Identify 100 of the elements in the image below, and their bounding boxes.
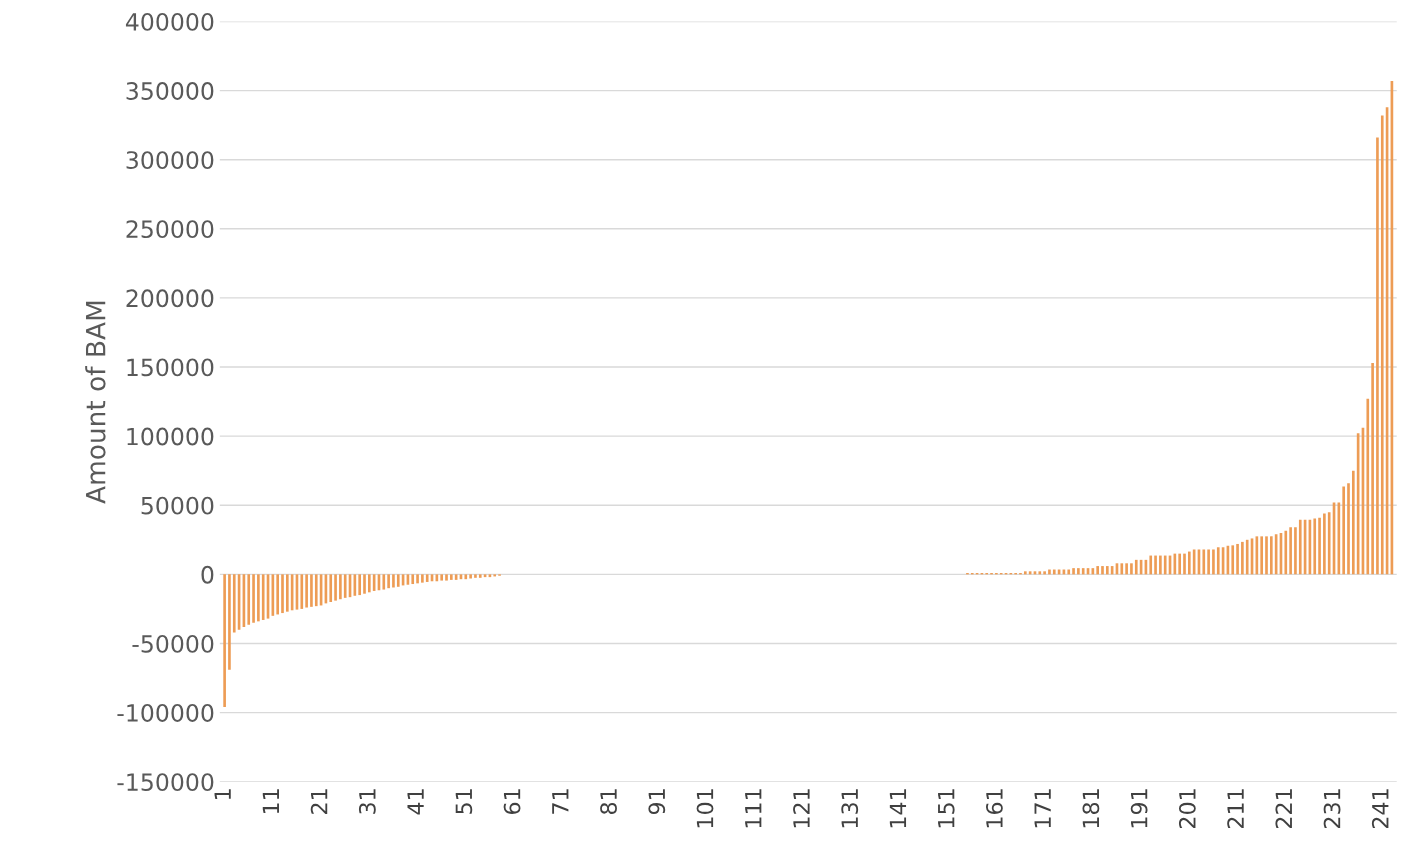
- bar: [247, 574, 251, 625]
- bar: [1241, 541, 1244, 575]
- bar: [1202, 549, 1206, 575]
- bar: [1072, 568, 1075, 575]
- bar: [1269, 536, 1273, 575]
- x-tick-label: 151: [938, 789, 955, 828]
- bar: [314, 574, 318, 607]
- x-tick-label: 101: [696, 789, 714, 828]
- x-tick-label: 111: [745, 789, 762, 828]
- x-tick-label: 231: [1323, 789, 1341, 829]
- y-tick-label: 0: [201, 565, 214, 584]
- bar: [1067, 569, 1071, 575]
- x-tick-label: 141: [889, 789, 907, 828]
- y-tick-label: 250000: [126, 220, 214, 239]
- y-tick-label: 150000: [127, 358, 214, 377]
- bar: [1376, 137, 1379, 575]
- x-tick-label: 91: [648, 789, 666, 815]
- bar: [474, 574, 477, 578]
- bar: [1187, 551, 1191, 575]
- bar: [1284, 530, 1288, 575]
- x-tick-label: 11: [262, 789, 279, 814]
- bar: [343, 574, 347, 598]
- bar: [339, 574, 342, 600]
- bar: [1298, 519, 1302, 575]
- bar: [416, 574, 419, 584]
- bar: [464, 574, 468, 580]
- bar: [1101, 566, 1104, 575]
- bar: [1130, 563, 1133, 575]
- bar: [469, 574, 472, 579]
- bar: [1380, 115, 1384, 575]
- x-tick-label: 121: [793, 789, 810, 828]
- bar: [445, 574, 448, 581]
- x-tick-label: 51: [455, 789, 473, 814]
- bar: [1207, 549, 1210, 575]
- bar: [1313, 518, 1317, 575]
- bar: [421, 574, 424, 583]
- bar: [1260, 536, 1263, 575]
- bar: [1077, 568, 1080, 575]
- x-tick-label: 61: [503, 789, 521, 814]
- bar: [1149, 555, 1153, 575]
- y-tick-label: 100000: [127, 427, 214, 446]
- y-axis-title: Amount of BAM: [85, 301, 106, 504]
- x-tick-label: 211: [1227, 789, 1244, 829]
- x-tick-label: 1: [214, 789, 231, 799]
- y-tick-label: -150000: [117, 773, 214, 791]
- bar: [1366, 398, 1370, 575]
- x-tick-label: 131: [841, 789, 859, 828]
- x-tick-label: 201: [1178, 789, 1196, 829]
- bar: [1105, 566, 1109, 575]
- bar: [1154, 555, 1157, 575]
- bar: [1096, 566, 1099, 575]
- y-tick-label: 200000: [126, 289, 214, 308]
- bar: [1294, 527, 1297, 575]
- x-tick-label: 161: [986, 789, 1003, 828]
- bar: [382, 574, 386, 590]
- bar: [310, 574, 313, 607]
- x-tick-label: 41: [407, 789, 424, 815]
- bar: [1048, 569, 1051, 575]
- bar: [1318, 517, 1321, 575]
- bar: [1081, 568, 1085, 575]
- y-tick-label: 300000: [126, 151, 214, 169]
- bar: [1289, 527, 1292, 575]
- bar: [1216, 547, 1220, 575]
- bar: [300, 574, 304, 609]
- bar: [257, 574, 260, 622]
- bar: [1023, 571, 1027, 575]
- bar: [1043, 571, 1046, 575]
- bar: [1245, 539, 1249, 575]
- y-tick-label: 50000: [141, 496, 214, 515]
- bar: [329, 574, 333, 602]
- bar: [281, 574, 284, 614]
- bar: [232, 574, 236, 633]
- bar: [493, 574, 497, 577]
- bar: [1323, 513, 1326, 575]
- bar: [1231, 545, 1235, 575]
- bar: [363, 574, 366, 594]
- bar: [358, 574, 361, 596]
- bar: [1351, 470, 1355, 575]
- bar: [1052, 569, 1056, 575]
- bar: [305, 574, 308, 608]
- bar: [396, 574, 400, 587]
- bar: [1120, 563, 1124, 575]
- bar: [1178, 553, 1181, 575]
- x-tick-label: 81: [600, 789, 617, 815]
- bar: [1342, 486, 1345, 575]
- x-tick-label: 181: [1082, 789, 1100, 828]
- bar: [1347, 483, 1350, 575]
- x-tick-label: 21: [310, 789, 328, 814]
- x-tick-label: 191: [1130, 789, 1148, 828]
- x-tick-label: 241: [1371, 789, 1389, 829]
- bar: [1163, 555, 1167, 575]
- bar: [392, 574, 395, 588]
- bar: [223, 574, 226, 708]
- bar: [367, 574, 371, 593]
- bar: [285, 574, 289, 612]
- bar: [1236, 543, 1239, 575]
- bar: [1125, 563, 1128, 575]
- y-tick-label: 400000: [125, 12, 214, 31]
- bar: [449, 574, 453, 580]
- y-tick-label: -50000: [132, 634, 214, 653]
